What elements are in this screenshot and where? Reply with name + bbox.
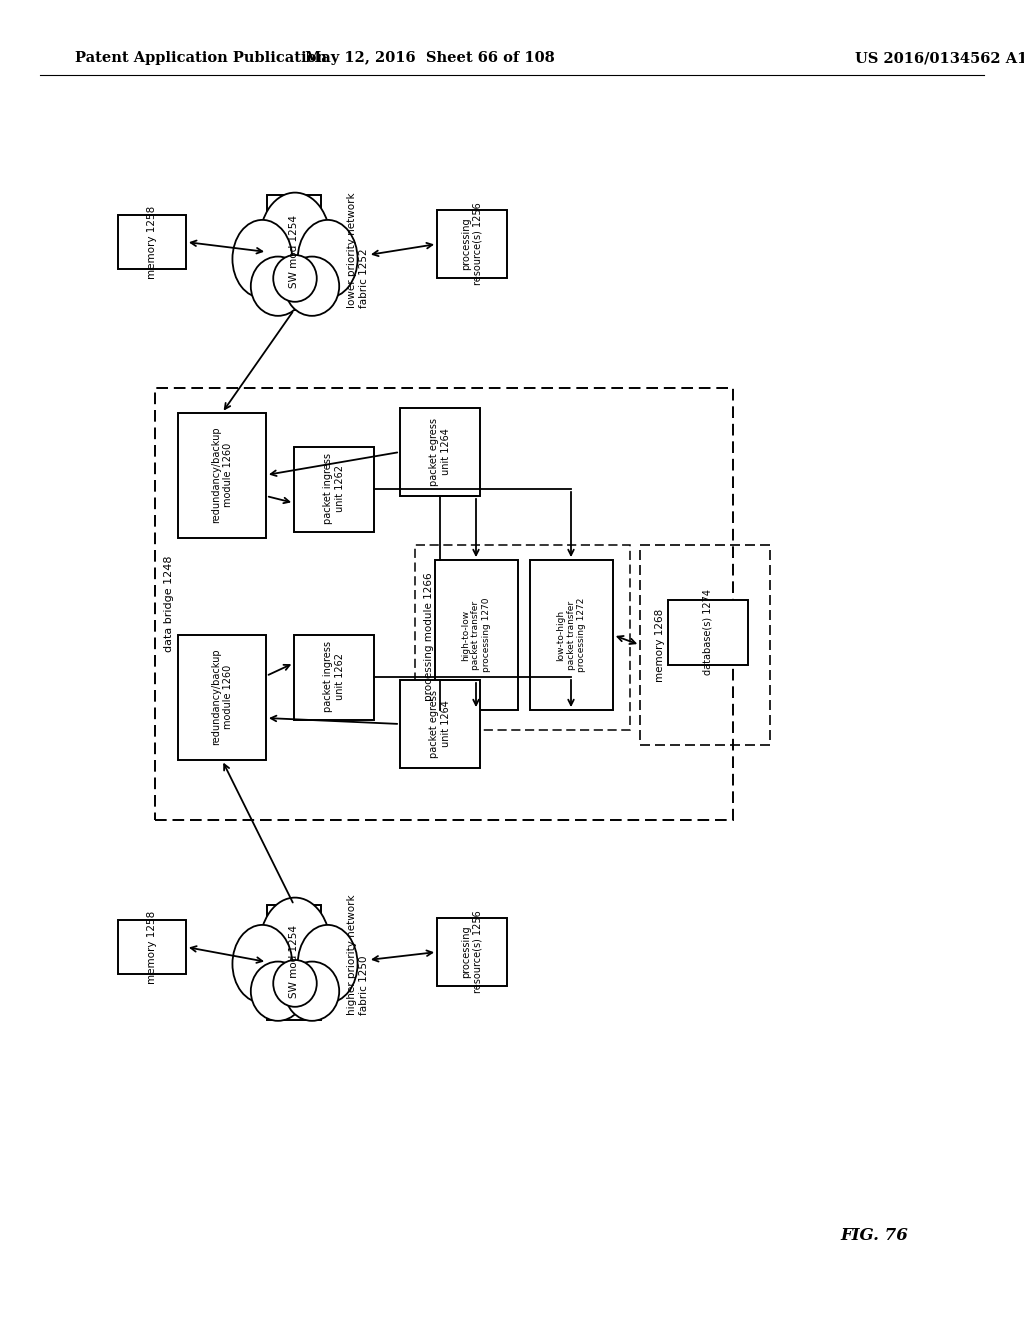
Text: packet egress
unit 1264: packet egress unit 1264 — [429, 418, 451, 486]
Ellipse shape — [260, 898, 331, 994]
Bar — [118, 215, 186, 269]
Text: May 12, 2016  Sheet 66 of 108: May 12, 2016 Sheet 66 of 108 — [305, 51, 555, 65]
Ellipse shape — [251, 256, 305, 315]
Bar — [530, 560, 613, 710]
Bar — [294, 447, 374, 532]
Bar — [435, 560, 518, 710]
Ellipse shape — [273, 960, 316, 1007]
Ellipse shape — [251, 961, 305, 1020]
Text: FIG. 76: FIG. 76 — [840, 1226, 908, 1243]
Bar — [267, 195, 321, 310]
Ellipse shape — [232, 220, 292, 298]
Bar — [640, 545, 770, 744]
Ellipse shape — [232, 925, 292, 1003]
Text: data bridge 1248: data bridge 1248 — [164, 556, 174, 652]
Bar — [178, 635, 266, 760]
Bar — [178, 413, 266, 539]
Ellipse shape — [273, 255, 316, 302]
Text: memory 1268: memory 1268 — [655, 609, 665, 681]
Text: redundancy/backup
module 1260: redundancy/backup module 1260 — [211, 648, 232, 746]
Text: higher priority network
fabric 1250: higher priority network fabric 1250 — [347, 895, 369, 1015]
Text: packet ingress
unit 1262: packet ingress unit 1262 — [324, 454, 345, 524]
Ellipse shape — [285, 961, 339, 1020]
Text: processing module 1266: processing module 1266 — [424, 573, 434, 701]
Ellipse shape — [285, 256, 339, 315]
Bar — [437, 210, 507, 279]
Ellipse shape — [260, 193, 331, 289]
Text: processing
resource(s) 1256: processing resource(s) 1256 — [461, 911, 482, 994]
Bar — [267, 906, 321, 1020]
Text: SW mod 1254: SW mod 1254 — [289, 925, 299, 998]
Text: Patent Application Publication: Patent Application Publication — [75, 51, 327, 65]
Bar — [294, 635, 374, 719]
Text: lower priority network
fabric 1252: lower priority network fabric 1252 — [347, 193, 369, 308]
Bar — [668, 601, 748, 665]
Ellipse shape — [298, 925, 357, 1003]
Bar — [415, 545, 630, 730]
Text: memory 1258: memory 1258 — [147, 206, 157, 279]
Text: low-to-high
packet transfer
processing 1272: low-to-high packet transfer processing 1… — [556, 598, 586, 672]
Bar — [437, 917, 507, 986]
Text: high-to-low
packet transfer
processing 1270: high-to-low packet transfer processing 1… — [461, 598, 490, 672]
Bar — [400, 408, 480, 496]
Text: processing
resource(s) 1256: processing resource(s) 1256 — [461, 203, 482, 285]
Text: SW mod 1254: SW mod 1254 — [289, 215, 299, 289]
Text: memory 1258: memory 1258 — [147, 911, 157, 983]
Text: redundancy/backup
module 1260: redundancy/backup module 1260 — [211, 426, 232, 523]
Ellipse shape — [298, 220, 357, 298]
Text: database(s) 1274: database(s) 1274 — [703, 589, 713, 675]
Text: packet egress
unit 1264: packet egress unit 1264 — [429, 690, 451, 758]
Text: packet ingress
unit 1262: packet ingress unit 1262 — [324, 642, 345, 713]
Bar — [118, 920, 186, 974]
Bar — [155, 388, 733, 820]
Text: US 2016/0134562 A1: US 2016/0134562 A1 — [855, 51, 1024, 65]
Bar — [400, 680, 480, 768]
